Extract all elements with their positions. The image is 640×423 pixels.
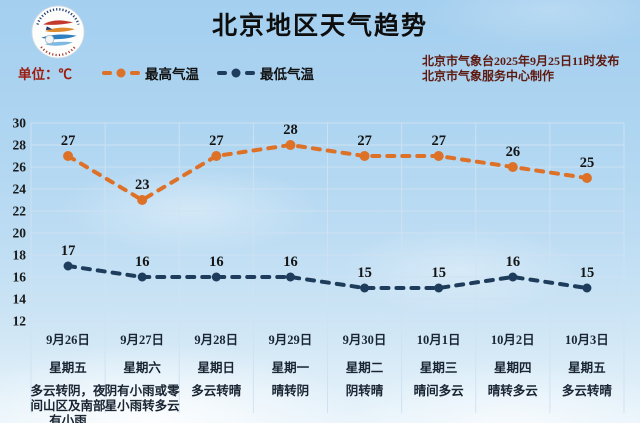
min-temp-line xyxy=(66,264,589,290)
data-point-marker xyxy=(137,195,148,205)
data-point-marker xyxy=(63,151,74,161)
legend-label: 最低气温 xyxy=(260,67,314,82)
y-tick-label: 30 xyxy=(13,116,27,131)
data-point-marker xyxy=(433,151,444,161)
legend-line-icon xyxy=(102,68,140,78)
legend-label: 最高气温 xyxy=(145,67,199,82)
data-point-label: 25 xyxy=(580,155,595,171)
data-point-marker xyxy=(63,261,73,271)
publisher-line2: 北京市气象服务中心制作 xyxy=(422,69,555,83)
y-tick-label: 20 xyxy=(13,226,27,241)
data-point-marker xyxy=(211,272,221,282)
data-point-label: 27 xyxy=(209,133,224,149)
data-point-marker xyxy=(359,151,370,161)
unit-label: 单位：℃ xyxy=(18,67,72,82)
data-point-label: 16 xyxy=(209,254,224,270)
data-point-marker xyxy=(137,272,147,282)
y-tick-label: 14 xyxy=(13,292,27,307)
y-tick-label: 26 xyxy=(13,160,27,175)
y-tick-label: 16 xyxy=(13,270,27,285)
data-point-marker xyxy=(360,283,370,293)
page-title: 北京地区天气趋势 xyxy=(211,13,428,40)
data-point-label: 27 xyxy=(431,133,446,149)
data-point-label: 26 xyxy=(506,144,521,160)
data-point-label: 28 xyxy=(283,122,298,138)
data-point-label: 17 xyxy=(61,243,76,259)
data-point-label: 16 xyxy=(506,254,521,270)
data-point-marker xyxy=(434,283,444,293)
data-point-label: 16 xyxy=(135,254,150,270)
publisher-line1: 北京市气象台2025年9月25日11时发布 xyxy=(422,54,620,68)
y-tick-label: 24 xyxy=(13,182,27,197)
publisher-info: 北京市气象台2025年9月25日11时发布 北京市气象服务中心制作 xyxy=(422,54,637,84)
data-point-marker xyxy=(285,140,296,150)
data-point-label: 27 xyxy=(357,133,372,149)
legend-item-min-temp: 最低气温 xyxy=(217,63,314,83)
y-tick-label: 12 xyxy=(13,314,27,329)
data-point-marker xyxy=(582,283,592,293)
data-point-marker xyxy=(508,272,518,282)
data-point-label: 15 xyxy=(431,265,446,281)
y-tick-label: 22 xyxy=(13,204,27,219)
legend-line-icon xyxy=(217,68,255,78)
y-tick-label: 18 xyxy=(13,248,27,263)
data-point-label: 15 xyxy=(580,265,595,281)
data-point-marker xyxy=(581,173,592,183)
data-point-label: 23 xyxy=(135,177,150,193)
data-point-marker xyxy=(285,272,295,282)
legend-item-max-temp: 最高气温 xyxy=(102,63,199,83)
y-tick-label: 28 xyxy=(13,138,27,153)
data-point-marker xyxy=(507,162,518,172)
data-point-label: 16 xyxy=(283,254,298,270)
legend: 单位：℃ 最高气温 最低气温 xyxy=(18,63,314,83)
meteorological-service-logo-icon xyxy=(31,5,85,59)
max-temp-line xyxy=(66,143,589,202)
data-point-label: 27 xyxy=(61,133,76,149)
data-point-label: 15 xyxy=(357,265,372,281)
data-point-marker xyxy=(211,151,222,161)
